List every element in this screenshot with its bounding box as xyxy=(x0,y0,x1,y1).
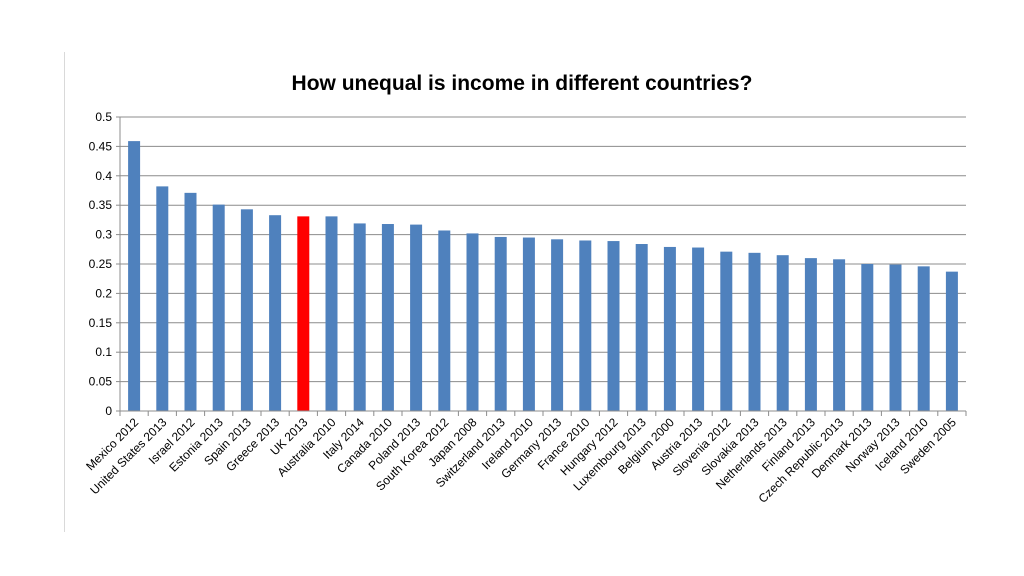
bar-11 xyxy=(438,230,451,411)
bars xyxy=(128,141,958,411)
bar-19 xyxy=(663,246,676,411)
y-tick-label: 0.1 xyxy=(95,345,112,359)
bar-7 xyxy=(325,216,338,411)
bar-3 xyxy=(212,204,225,411)
bar-16 xyxy=(579,240,592,411)
frame-left-border xyxy=(64,52,65,532)
chart-title: How unequal is income in different count… xyxy=(292,72,753,95)
bar-27 xyxy=(889,264,902,411)
y-tick-label: 0.35 xyxy=(89,198,113,212)
bar-18 xyxy=(635,244,648,411)
bar-2 xyxy=(184,192,197,411)
bar-23 xyxy=(776,255,789,411)
bar-0 xyxy=(128,141,141,411)
bar-28 xyxy=(917,266,930,411)
y-tick-label: 0.3 xyxy=(95,228,112,242)
bar-14 xyxy=(522,237,535,411)
y-tick-label: 0.5 xyxy=(95,110,112,124)
bar-4 xyxy=(240,209,253,411)
bar-17 xyxy=(607,241,620,411)
bar-29 xyxy=(945,271,958,411)
bar-25 xyxy=(833,259,846,411)
y-tick-label: 0.2 xyxy=(95,286,112,300)
bar-12 xyxy=(466,233,479,411)
y-tick-label: 0.15 xyxy=(89,316,113,330)
bar-10 xyxy=(410,224,423,411)
y-tick-label: 0.05 xyxy=(89,375,113,389)
y-tick-label: 0.25 xyxy=(89,257,113,271)
bar-8 xyxy=(353,223,366,411)
bar-6 xyxy=(297,216,310,411)
bar-5 xyxy=(269,215,282,411)
bar-15 xyxy=(551,239,564,411)
bar-13 xyxy=(494,236,507,411)
bar-24 xyxy=(804,258,817,411)
bar-9 xyxy=(381,224,394,411)
bar-22 xyxy=(748,252,761,411)
y-tick-label: 0 xyxy=(105,404,112,418)
y-tick-label: 0.4 xyxy=(95,169,112,183)
bar-20 xyxy=(692,247,705,411)
bar-1 xyxy=(156,186,169,411)
bar-21 xyxy=(720,251,733,411)
bar-26 xyxy=(861,264,874,411)
y-axis: 0 0.05 0.1 0.15 0.2 0.25 0.3 0.35 0.4 0.45 0.5 xyxy=(89,110,121,418)
y-tick-label: 0.45 xyxy=(89,139,113,153)
